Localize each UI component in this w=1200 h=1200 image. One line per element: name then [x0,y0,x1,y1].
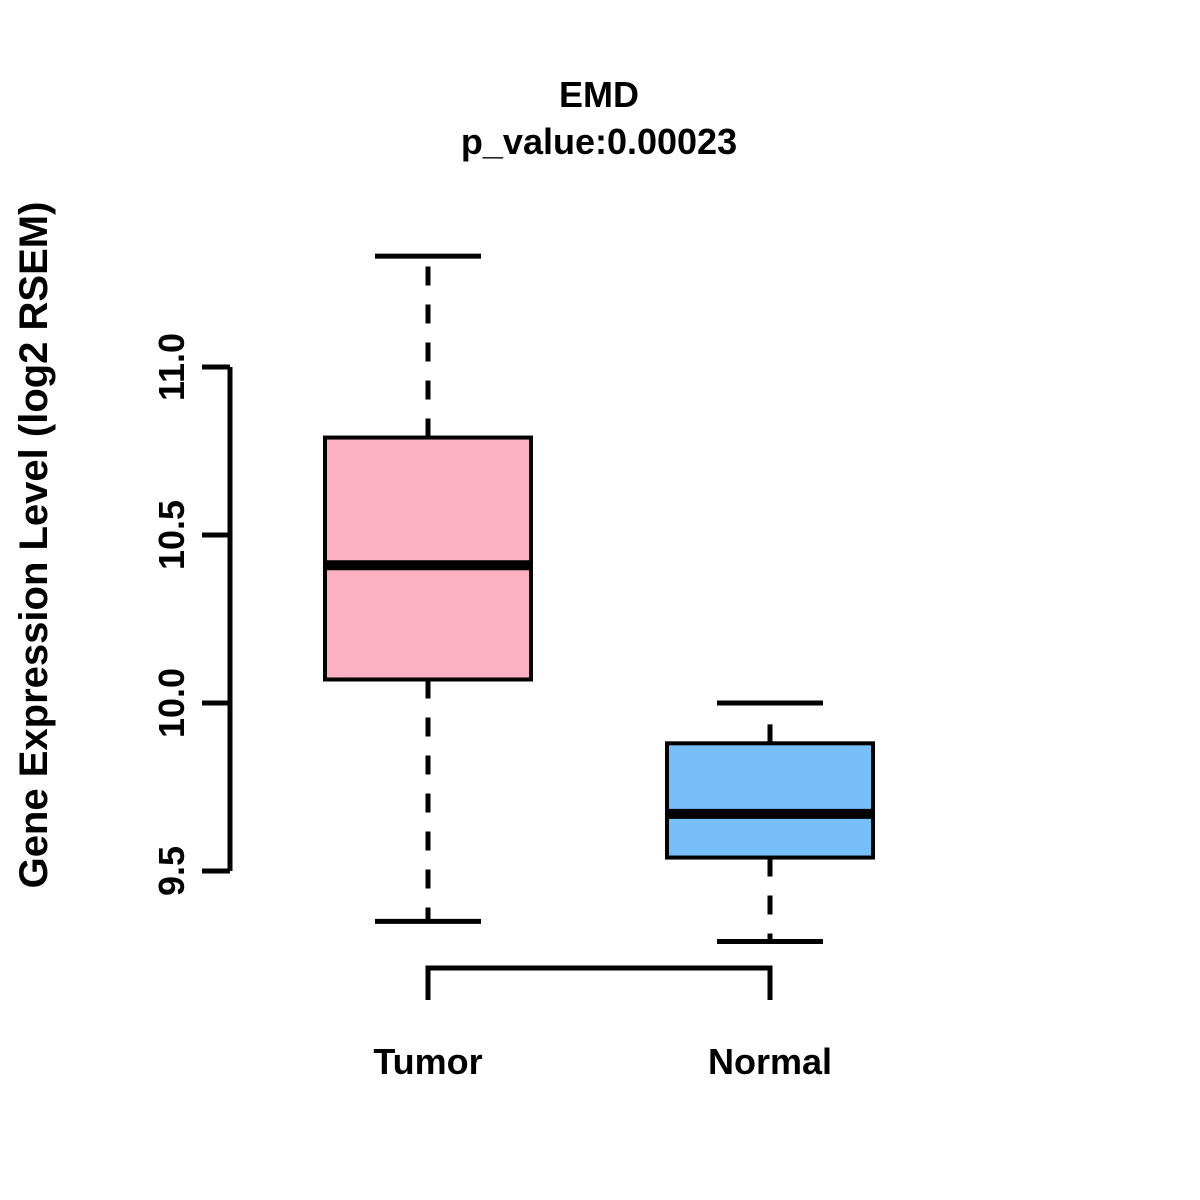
y-axis-title: Gene Expression Level (log2 RSEM) [12,202,56,889]
x-axis [425,965,773,1000]
y-axis-tick-label: 10.0 [151,668,192,738]
y-axis-tick-label: 9.5 [151,846,192,896]
y-axis-tick-label: 10.5 [151,500,192,570]
y-axis-tick-label: 11.0 [151,333,192,401]
x-axis-label-tumor: Tumor [373,1041,482,1082]
y-axis-ticks [202,364,230,874]
tumor-box-group [323,253,533,924]
normal-box-group [665,700,875,945]
normal-box [665,741,875,860]
x-axis-label-normal: Normal [708,1041,832,1082]
chart-title: EMD [559,74,639,115]
y-axis: 9.5 10.0 10.5 11.0 [151,333,233,896]
x-axis-bracket [425,965,773,1000]
y-axis-tick-labels: 9.5 10.0 10.5 11.0 [151,333,192,896]
chart-subtitle-pvalue: p_value:0.00023 [461,121,737,162]
tumor-box [323,435,533,682]
